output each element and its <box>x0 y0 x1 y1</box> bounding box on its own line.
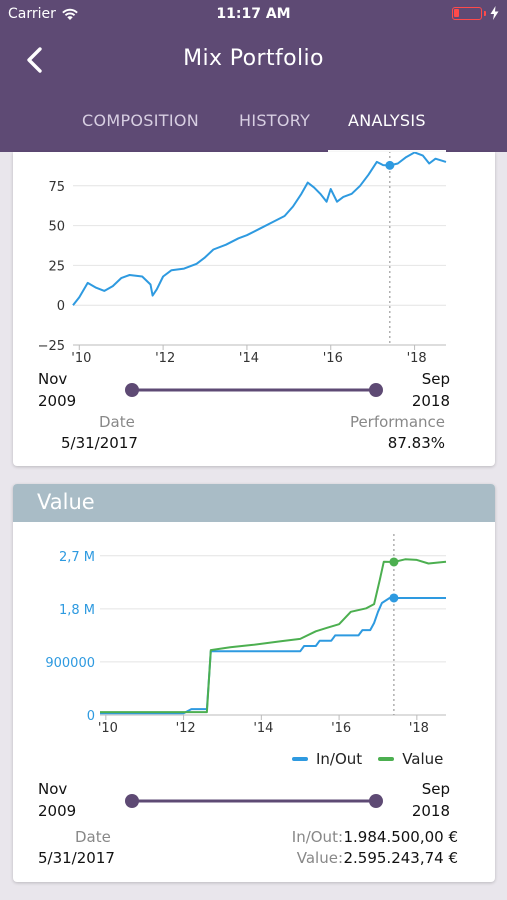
tab-history[interactable]: HISTORY <box>239 111 311 130</box>
x-tick-label: '14 <box>239 351 259 366</box>
legend-swatch-value <box>378 757 395 761</box>
tab-analysis[interactable]: ANALYSIS <box>348 111 426 130</box>
legend-value-label: Value <box>402 750 444 768</box>
x-tick-label: '16 <box>331 721 351 736</box>
x-tick-label: '18 <box>409 721 429 736</box>
y-tick-label: 25 <box>48 259 65 274</box>
x-tick-label: '14 <box>253 721 273 736</box>
value-label: Value: <box>296 849 343 867</box>
range-slider-start-handle[interactable] <box>125 794 139 808</box>
range-end-year: 2018 <box>411 802 450 820</box>
wifi-icon <box>62 8 78 20</box>
y-tick-label: 75 <box>48 180 65 195</box>
y-tick-label: 2,7 M <box>59 550 95 565</box>
legend-inout-label: In/Out <box>316 750 363 768</box>
x-tick-label: '18 <box>407 351 427 366</box>
y-tick-label: 0 <box>57 299 65 314</box>
inout-label: In/Out: <box>291 828 343 846</box>
date-value: 5/31/2017 <box>38 849 115 867</box>
range-slider-end-handle[interactable] <box>369 794 383 808</box>
range-start-month: Nov <box>38 370 68 388</box>
value-card-header: Value <box>13 484 495 522</box>
value-value: 2.595.243,74 € <box>343 849 458 867</box>
value-series-line <box>100 558 447 714</box>
x-tick-label: '16 <box>323 351 343 366</box>
date-label: Date <box>99 413 135 431</box>
inout-value: 1.984.500,00 € <box>343 828 458 846</box>
y-tick-label: 900000 <box>45 656 95 671</box>
legend-swatch-inout <box>292 757 308 761</box>
range-end-month: Sep <box>421 780 450 798</box>
range-start-year: 2009 <box>38 392 77 410</box>
charging-bolt-icon <box>490 6 499 20</box>
performance-chart: −25 0 25 50 75 100 '10 '12 '14 '16 '18 <box>38 152 447 366</box>
x-tick-label: '10 <box>98 721 118 736</box>
range-slider-start-handle[interactable] <box>125 383 139 397</box>
carrier-label: Carrier <box>8 6 56 22</box>
range-end-year: 2018 <box>411 392 450 410</box>
status-time: 11:17 AM <box>216 6 291 22</box>
tab-bar: COMPOSITION HISTORY ANALYSIS <box>0 100 507 152</box>
selected-value-point <box>389 557 399 567</box>
performance-label: Performance <box>349 413 445 431</box>
chevron-left-icon <box>27 47 42 73</box>
range-slider[interactable] <box>13 375 495 405</box>
chart-legend: In/Out Value <box>292 750 443 768</box>
active-tab-indicator <box>328 150 446 152</box>
y-tick-label: −25 <box>38 339 65 354</box>
y-tick-label: 1,8 M <box>59 603 95 618</box>
y-tick-label: 0 <box>87 709 95 724</box>
x-tick-label: '10 <box>71 351 91 366</box>
value-card: Value 0 900000 1,8 M 2,7 M '10 '12 '14 '16 '18 I… <box>13 484 495 882</box>
range-start-month: Nov <box>38 780 68 798</box>
date-value: 5/31/2017 <box>61 434 138 452</box>
x-tick-label: '12 <box>176 721 196 736</box>
range-end-month: Sep <box>421 370 450 388</box>
page-title: Mix Portfolio <box>183 46 324 71</box>
range-start-year: 2009 <box>38 802 77 820</box>
date-label: Date <box>75 828 111 846</box>
range-slider[interactable] <box>13 786 495 816</box>
y-tick-label: 50 <box>48 220 65 235</box>
carrier-indicator: Carrier <box>8 6 79 22</box>
nav-header: Carrier 11:17 AM Mix Portfolio COMPOSITI… <box>0 0 507 152</box>
performance-card: −25 0 25 50 75 100 '10 '12 '14 '16 '18 Nov 2009 Se… <box>13 152 495 466</box>
performance-value: 87.83% <box>387 434 445 452</box>
value-card-title: Value <box>37 490 95 514</box>
x-tick-label: '12 <box>155 351 175 366</box>
tab-composition[interactable]: COMPOSITION <box>82 111 200 130</box>
selected-point <box>385 160 395 170</box>
back-button[interactable] <box>20 42 52 78</box>
y-tick-label: 100 <box>40 152 65 155</box>
value-chart: 0 900000 1,8 M 2,7 M '10 '12 '14 '16 '18 <box>45 534 447 736</box>
selected-inout-point <box>389 593 399 603</box>
range-slider-end-handle[interactable] <box>369 383 383 397</box>
status-bar: Carrier 11:17 AM <box>0 0 507 28</box>
battery-icon <box>452 6 499 20</box>
